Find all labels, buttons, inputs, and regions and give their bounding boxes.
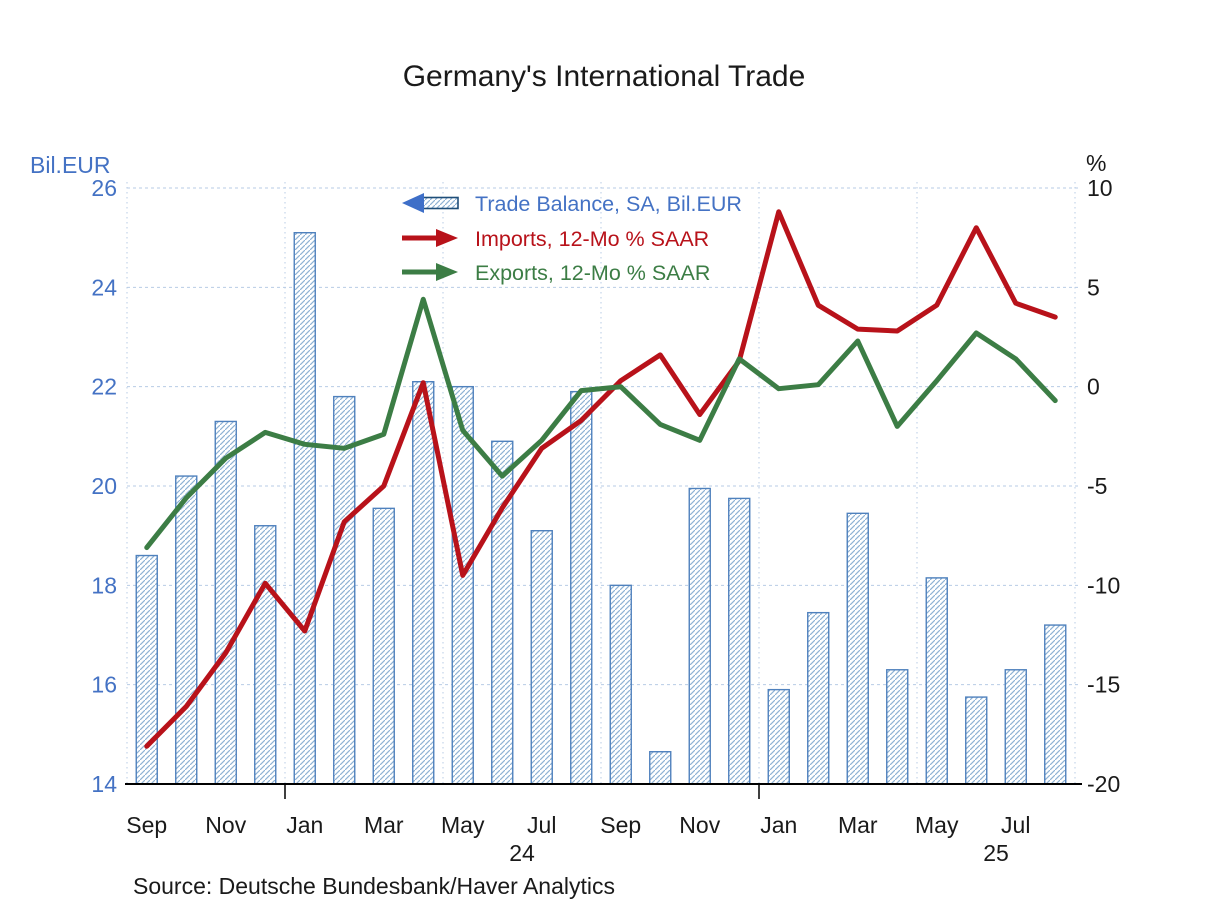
x-tick-label: Jul <box>527 812 556 838</box>
tick-labels: 26 24 22 20 18 16 14 10 5 0 -5 -10 -15 -20 Sep Nov Jan Ma… <box>91 175 1120 866</box>
legend-item: Trade Balance, SA, Bil.EUR <box>402 192 742 216</box>
legend-label: Trade Balance, SA, Bil.EUR <box>475 192 742 216</box>
trade-balance-bar <box>135 554 158 785</box>
x-tick-label: May <box>915 812 959 838</box>
right-tick-label: 5 <box>1087 274 1100 300</box>
trade-balance-bars <box>135 231 1067 785</box>
x-tick-label: Nov <box>679 812 720 838</box>
year-label: 24 <box>509 840 535 866</box>
trade-balance-bar <box>965 696 988 785</box>
legend-label: Imports, 12-Mo % SAAR <box>475 227 709 251</box>
trade-balance-bar <box>807 611 830 785</box>
right-tick-label: 0 <box>1087 374 1100 400</box>
page-title: Germany's International Trade <box>403 60 806 93</box>
right-tick-label: -10 <box>1087 572 1120 598</box>
x-tick-label: Nov <box>205 812 246 838</box>
legend-label: Exports, 12-Mo % SAAR <box>475 261 710 285</box>
trade-balance-bar <box>570 390 593 785</box>
right-axis-label: % <box>1086 150 1106 176</box>
trade-balance-bar <box>609 584 632 785</box>
imports-line <box>144 209 1058 749</box>
trade-balance-bar <box>1004 669 1027 785</box>
trade-balance-bar <box>254 525 277 785</box>
legend: Trade Balance, SA, Bil.EUR Imports, 12-Mo… <box>402 192 742 285</box>
trade-balance-bar <box>728 497 751 785</box>
x-tick-label: Mar <box>838 812 878 838</box>
right-tick-label: -15 <box>1087 672 1120 698</box>
left-tick-label: 20 <box>91 473 117 499</box>
gridlines <box>126 182 1080 784</box>
trade-balance-bar <box>412 381 435 785</box>
right-tick-label: 10 <box>1087 175 1113 201</box>
left-tick-label: 16 <box>91 672 117 698</box>
left-tick-label: 22 <box>91 374 117 400</box>
trade-balance-bar <box>530 530 553 785</box>
x-tick-label: Jan <box>286 812 323 838</box>
left-tick-label: 18 <box>91 572 117 598</box>
trade-balance-bar <box>293 231 316 785</box>
year-label: 25 <box>983 840 1009 866</box>
trade-balance-bar <box>886 669 909 785</box>
trade-balance-bar <box>372 507 395 785</box>
x-tick-label: Jul <box>1001 812 1030 838</box>
x-tick-label: Sep <box>126 812 167 838</box>
trade-balance-bar <box>688 487 711 785</box>
exports-line <box>144 296 1058 551</box>
legend-arrowhead-icon <box>436 229 458 247</box>
left-tick-label: 24 <box>91 274 117 300</box>
legend-arrowhead-icon <box>436 263 458 281</box>
right-tick-label: -5 <box>1087 473 1107 499</box>
trade-balance-bar <box>333 395 356 785</box>
left-tick-label: 14 <box>91 771 117 797</box>
trade-balance-bar <box>846 512 869 785</box>
x-tick-label: May <box>441 812 485 838</box>
series-lines <box>144 209 1058 749</box>
x-tick-label: Jan <box>760 812 797 838</box>
legend-item: Exports, 12-Mo % SAAR <box>402 261 710 285</box>
left-tick-label: 26 <box>91 175 117 201</box>
trade-balance-bar <box>451 385 474 785</box>
trade-balance-bar <box>214 420 237 785</box>
trade-balance-bar <box>175 475 198 785</box>
trade-balance-bar <box>1044 624 1067 785</box>
trade-balance-bar <box>649 751 672 785</box>
source-note: Source: Deutsche Bundesbank/Haver Analyt… <box>133 873 615 899</box>
trade-balance-bar <box>925 577 948 785</box>
legend-item: Imports, 12-Mo % SAAR <box>402 227 709 251</box>
x-tick-label: Sep <box>600 812 641 838</box>
x-tick-label: Mar <box>364 812 404 838</box>
right-tick-label: -20 <box>1087 771 1120 797</box>
trade-balance-bar <box>767 688 790 785</box>
left-axis-label: Bil.EUR <box>30 152 111 178</box>
trade-balance-arrow-icon <box>421 196 459 210</box>
trade-balance-arrowhead-icon <box>402 193 424 213</box>
axes <box>125 783 1082 799</box>
